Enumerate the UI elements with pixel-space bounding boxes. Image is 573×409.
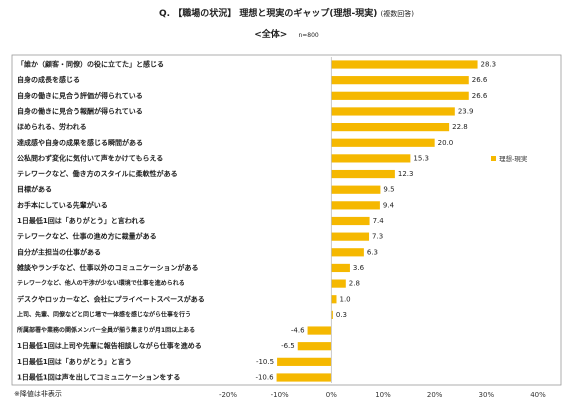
category-label: テレワークなど、他人の干渉が少ない環境で仕事を進められる [17,279,185,287]
bar [331,279,346,288]
bar [331,91,469,100]
data-label: 2.8 [349,280,360,288]
x-tick-label: 10% [375,391,391,399]
legend-swatch [491,156,496,161]
bar [331,60,478,69]
category-label: ほめられる、労われる [17,122,87,131]
category-label: テレワークなど、仕事の進め方に裁量がある [17,232,157,241]
x-tick-label: 20% [427,391,443,399]
bar [276,373,332,382]
data-label: 20.0 [438,139,454,147]
category-label: 1日最低1回は上司や先輩に報告相談しながら仕事を進める [17,341,202,350]
bar [331,232,370,241]
data-label: -10.6 [255,374,274,382]
category-label: 雑談やランチなど、仕事以外のコミュニケーションがある [16,263,199,272]
bar [331,201,380,210]
chart-title: Q. 【職場の状況】 理想と現実のギャップ(理想-現実) (複数回答) [0,6,573,19]
category-label: 自身の働きに見合う報酬が得られている [17,106,143,115]
bar [331,263,350,273]
category-label: 自身の働きに見合う評価が得られている [17,91,143,100]
bar [331,154,411,163]
category-label: 1日最低1回は「ありがとう」と言う [17,357,132,366]
data-label: 9.5 [383,186,394,194]
bar [331,185,381,194]
data-label: 3.6 [353,264,365,272]
x-tick-label: -20% [219,391,237,399]
bar [331,216,370,226]
bar [307,326,332,335]
bar [331,123,450,132]
data-label: 26.6 [472,92,488,100]
bars-layer [276,60,478,382]
data-label: -10.5 [256,358,274,366]
category-label: 自分が主担当の仕事がある [17,247,101,256]
data-label: 7.3 [372,233,383,241]
chart-subtitle: <全体> [254,30,288,40]
chart-title-sub: (複数回答) [380,10,414,18]
data-label: 28.3 [481,61,497,69]
category-label: 「誰か（顧客・同僚）の役に立てた」と感じる [17,60,164,69]
data-label: 0.3 [336,311,347,319]
data-label: 23.9 [458,107,474,115]
bar [331,295,337,304]
category-label: 目標がある [17,185,52,194]
data-label: 1.0 [340,295,351,303]
category-label: お手本にしている先輩がいる [17,200,108,209]
data-label: 15.3 [413,154,429,162]
ticks-layer: -20% -10% 0% 10% 20% 30% 40% [219,391,546,399]
category-label: 1日最低1回は声を出してコミュニケーションをする [17,373,180,382]
chart-title-main: Q. 【職場の状況】 理想と現実のギャップ(理想-現実) [159,9,378,19]
bar [331,169,395,179]
legend-label: 理想-現実 [499,154,528,163]
data-label: -4.6 [291,327,305,335]
legend: 理想-現実 [491,154,528,163]
x-tick-label: -10% [271,391,289,399]
data-label: 9.4 [383,201,395,209]
category-label: デスクやロッカーなど、会社にプライベートスペースがある [17,294,205,303]
x-tick-label: 40% [530,391,546,399]
bar [277,357,332,366]
labels-layer: 「誰か（顧客・同僚）の役に立てた」と感じる 28.3 自身の成長を感じる 26.6 自身… [16,60,496,382]
chart-subtitle-row: <全体> n=800 [0,27,573,40]
category-label: 上司、先輩、同僚などと同じ場で一体感を感じながら仕事を行う [17,310,191,318]
data-label: 22.8 [452,123,468,131]
data-label: -6.5 [281,342,295,350]
bar [297,342,332,351]
data-label: 26.6 [472,76,488,84]
data-label: 12.3 [398,170,414,178]
bar [331,107,455,116]
bar [331,138,435,147]
x-tick-label: 30% [479,391,495,399]
category-label: テレワークなど、働き方のスタイルに柔軟性がある [17,169,178,178]
category-label: 達成感や自身の成果を感じる瞬間がある [17,138,143,147]
bar [331,310,333,319]
data-label: 7.4 [373,217,385,225]
bar [331,76,469,85]
category-label: 自身の成長を感じる [17,75,80,84]
bar [331,248,364,257]
x-tick-label: 0% [326,391,337,399]
category-label: 所属部署や業務の関係メンバー全員が揃う集まりが月1回以上ある [17,326,195,334]
footnote: ※降値は非表示 [14,390,62,398]
chart-frame [11,54,562,386]
data-label: 6.3 [367,248,378,256]
sample-size: n=800 [298,32,319,39]
category-label: 1日最低1回は「ありがとう」と言われる [17,216,145,225]
category-label: 公私問わず変化に気付いて声をかけてもらえる [17,153,163,162]
